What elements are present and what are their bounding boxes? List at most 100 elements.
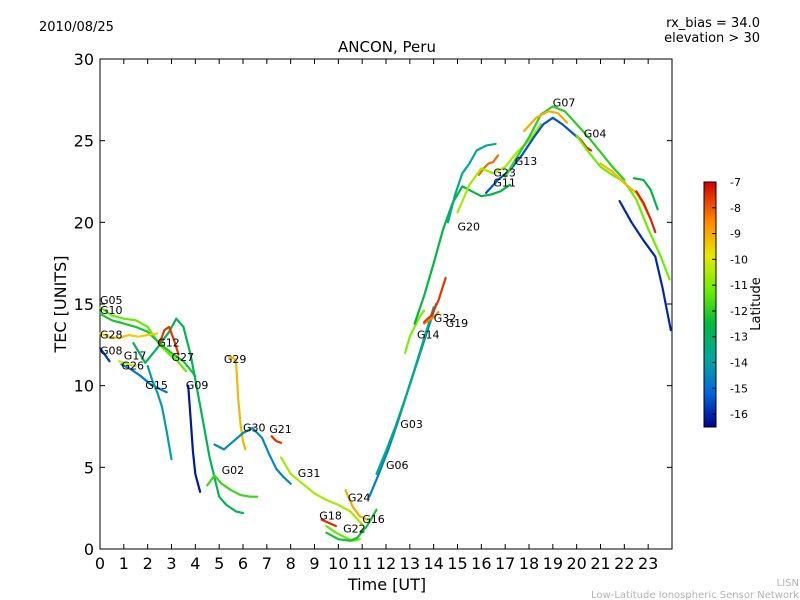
colorbar-tick-label: -15 [730,382,748,395]
y-tick-label: 10 [74,377,94,396]
colorbar-gradient [703,181,717,428]
footer-network: Low-Latitude Ionospheric Sensor Network [591,590,799,600]
series-g22 [325,524,361,542]
label-g12: G12 [157,337,180,350]
label-g03: G03 [400,418,423,431]
label-g23: G23 [493,167,516,180]
colorbar-tick-label: -8 [730,202,741,215]
label-g08: G08 [100,345,123,358]
colorbar-tick-label: -13 [730,331,748,344]
y-tick-label: 30 [74,50,94,69]
x-tick-label: 1 [119,554,129,573]
series-g17 [120,363,168,394]
label-g05: G05 [100,294,123,307]
label-g04: G04 [584,127,607,140]
series-g07 [485,116,583,194]
x-tick-label: 13 [400,554,420,573]
label-g29: G29 [224,353,247,366]
label-g09: G09 [186,379,209,392]
series-g05 [98,306,187,373]
x-tick-label: 11 [352,554,372,573]
series-g16 [325,508,378,542]
x-tick-label: 10 [328,554,348,573]
series-g24 [344,489,368,521]
label-g13: G13 [515,155,538,168]
x-tick-label: 12 [376,554,396,573]
x-tick-label: 20 [566,554,586,573]
label-g02: G02 [222,464,245,477]
label-g14: G14 [417,328,440,341]
date-label: 2010/08/25 [39,20,114,35]
label-g16: G16 [362,513,385,526]
series-g04b [575,134,671,281]
label-g32: G32 [434,312,457,325]
footer-lisn: LISN [777,578,799,589]
colorbar: -7 -8 -9 -10 -11 -12 -13 -14 -15 -16 [703,176,748,428]
x-tick-label: 22 [614,554,634,573]
x-tick-label: 3 [166,554,176,573]
label-g11: G11 [493,176,516,189]
label-g31: G31 [298,467,321,480]
x-tick-label: 17 [495,554,515,573]
label-g20: G20 [458,221,481,234]
label-g19: G19 [446,317,469,330]
colorbar-tick-label: -7 [730,176,741,189]
chart-title: ANCON, Peru [338,38,436,56]
series-g20 [413,183,511,325]
x-tick-label: 23 [638,554,658,573]
series-g26 [117,360,137,368]
axes: 0 1 2 3 4 5 6 7 8 9 10 11 12 13 14 15 16 17 18 19 20 21 22 2305… [74,50,672,573]
series-g14 [404,309,426,355]
series-g19 [423,276,447,324]
series-g18 [320,518,338,528]
rx-bias-label: rx_bias = 34.0 [666,16,760,31]
label-g27: G27 [172,351,195,364]
series-g07c [523,110,569,132]
elevation-label: elevation > 30 [664,31,760,46]
series-g25 [618,200,672,332]
x-tick-label: 7 [262,554,272,573]
series-g12 [132,317,245,515]
label-g17: G17 [124,350,147,363]
y-tick-label: 25 [74,132,94,151]
y-axis-label: TEC [UNITS] [51,256,70,354]
series-g11 [446,142,497,224]
x-tick-label: 14 [423,554,443,573]
label-g10: G10 [100,304,123,317]
label-g18: G18 [319,510,342,523]
x-axis-label: Time [UT] [347,575,426,594]
y-tick-label: 5 [84,458,94,477]
x-tick-label: 6 [238,554,248,573]
series-g25b [632,177,659,211]
x-tick-label: 15 [447,554,467,573]
x-tick-label: 5 [214,554,224,573]
colorbar-tick-label: -9 [730,228,741,241]
x-tick-label: 21 [590,554,610,573]
y-tick-label: 15 [74,295,94,314]
label-g07: G07 [553,96,576,109]
series-g25c [635,190,657,234]
series-g27 [158,325,180,356]
series-g07b [504,105,626,181]
label-g28: G28 [100,328,123,341]
colorbar-tick-label: -14 [730,357,748,370]
x-tick-label: 18 [519,554,539,573]
series-g29 [227,355,247,451]
x-tick-label: 8 [286,554,296,573]
colorbar-tick-label: -11 [730,279,748,292]
series-g32 [423,311,440,325]
colorbar-tick-label: -16 [730,408,748,421]
x-tick-label: 19 [543,554,563,573]
series-g02 [206,474,259,498]
series-g10 [98,312,197,377]
label-g06: G06 [386,459,409,472]
x-tick-label: 9 [309,554,319,573]
series-g28 [98,332,159,340]
x-tick-label: 0 [95,554,105,573]
series-g21 [270,435,283,444]
label-g30: G30 [243,421,266,434]
colorbar-tick-label: -10 [730,253,748,266]
label-g15: G15 [145,379,168,392]
colorbar-label: Latitude [749,277,764,331]
